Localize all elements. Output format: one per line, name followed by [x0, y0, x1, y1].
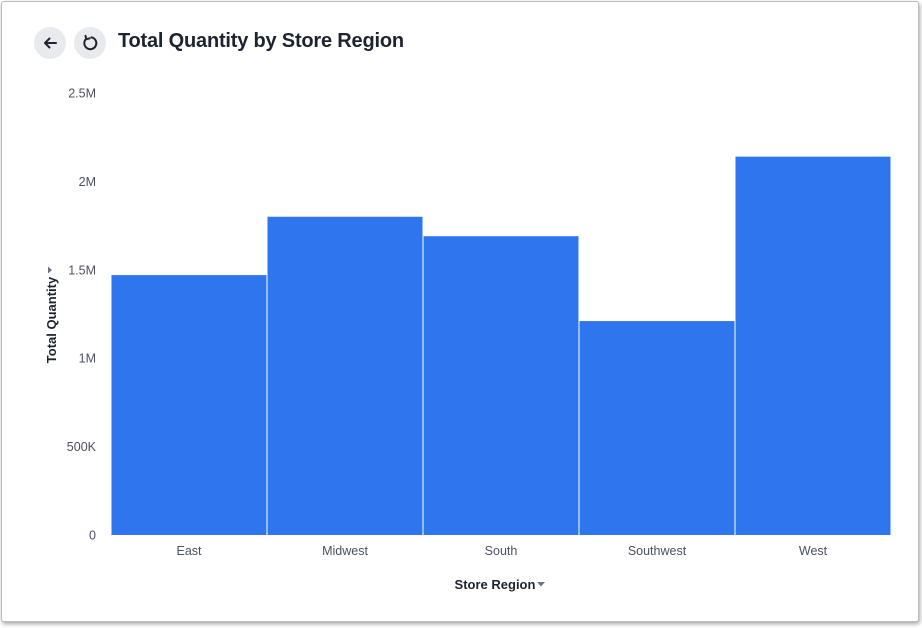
y-axis-caret-icon[interactable] [48, 266, 52, 274]
x-axis-dropdown-icon[interactable] [537, 582, 545, 587]
bar-east[interactable] [111, 275, 267, 535]
bar-west[interactable] [735, 156, 891, 535]
x-axis-ticks: East Midwest South Southwest West [176, 544, 827, 558]
x-axis-title[interactable]: Store Region [455, 577, 536, 592]
x-tick-label: Midwest [322, 544, 368, 558]
arrow-left-icon [44, 37, 57, 49]
bar-south[interactable] [423, 236, 579, 535]
y-tick-label: 0 [89, 529, 96, 543]
chart-title: Total Quantity by Store Region [118, 30, 404, 52]
x-tick-label: South [485, 544, 518, 558]
refresh-icon [83, 34, 98, 51]
bar-southwest[interactable] [579, 321, 735, 535]
y-tick-label: 2M [79, 175, 96, 189]
y-tick-label: 2.5M [68, 87, 96, 101]
back-button[interactable] [34, 27, 66, 59]
y-axis-ticks: 0 500K 1M 1.5M 2M 2.5M [67, 87, 97, 543]
y-axis-title[interactable]: Total Quantity [44, 276, 59, 363]
refresh-button[interactable] [74, 27, 106, 59]
y-tick-label: 500K [67, 440, 97, 454]
bar-midwest[interactable] [267, 216, 423, 535]
x-tick-label: East [176, 544, 202, 558]
y-tick-label: 1.5M [68, 263, 96, 277]
x-tick-label: Southwest [628, 544, 687, 558]
x-tick-label: West [799, 544, 828, 558]
bars [111, 156, 891, 535]
y-tick-label: 1M [79, 352, 96, 366]
